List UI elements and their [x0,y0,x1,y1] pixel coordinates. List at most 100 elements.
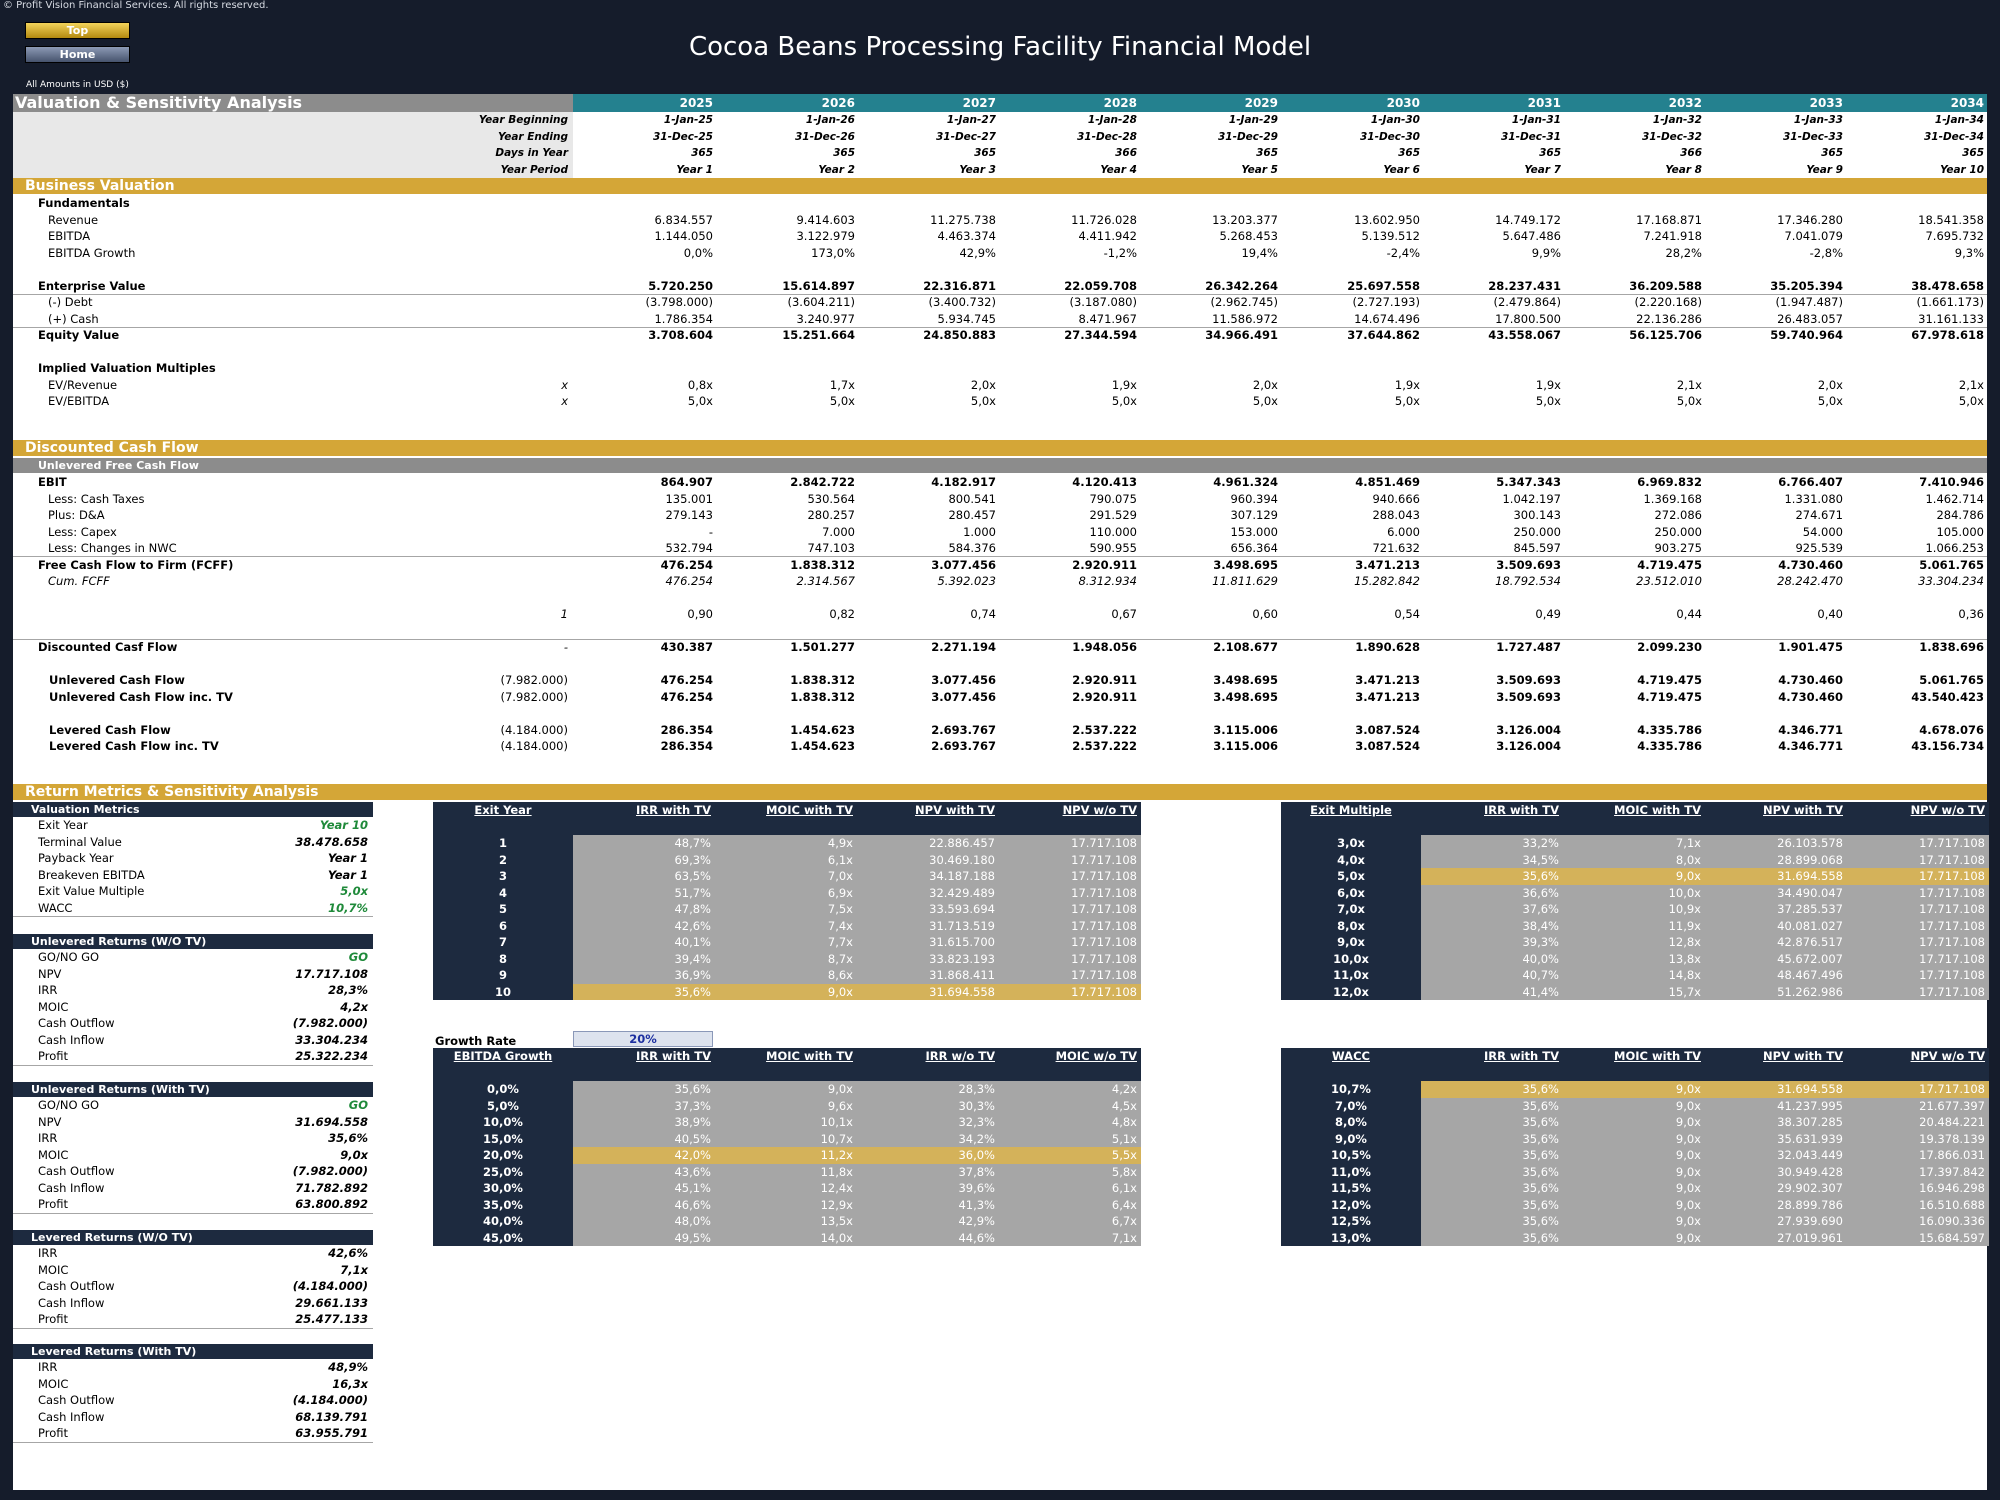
row-value: 28,2% [1665,245,1702,260]
row-value: 17.168.871 [1636,212,1702,227]
table-cell: 17.717.108 [1071,869,1137,883]
table-header[interactable]: Exit Year [474,803,532,817]
row-label: Levered Cash Flow [49,722,171,737]
row-value: 7.041.079 [1784,229,1843,243]
row-value: 4.719.475 [1637,689,1702,704]
row-value: 2,1x [1958,377,1984,392]
section-title-bar [13,94,573,112]
timeline-cell: 31-Dec-30 [1359,130,1420,143]
table-cell: 7,5x [827,902,853,916]
row-value: 153.000 [1230,524,1278,539]
table-cell: 31.713.519 [929,918,995,933]
row-value: 530.564 [807,491,855,506]
panel-value: 7,1x [340,1262,368,1277]
row-value: 7.695.732 [1925,229,1984,243]
home-button[interactable]: Home [25,46,130,63]
table-cell: 17.717.108 [1071,935,1137,949]
table-header[interactable]: IRR with TV [636,1049,711,1063]
table-header[interactable]: WACC [1332,1049,1370,1063]
row-value: 34.966.491 [1205,328,1278,342]
table-cell: 51,7% [674,885,711,900]
row-value: 960.394 [1230,491,1278,506]
table-header[interactable]: NPV with TV [1763,803,1843,817]
table-cell: 51.262.986 [1777,984,1843,999]
table-cell: 35,6% [1522,1164,1559,1179]
table-header[interactable]: IRR with TV [636,803,711,817]
table-cell: 27.019.961 [1777,1230,1843,1245]
panel-label: Cash Inflow [38,1295,105,1310]
row-value: 307.129 [1230,508,1278,522]
table-cell: 69,3% [674,852,711,867]
table-highlight-row [1421,1081,1989,1098]
table-header[interactable]: EBITDA Growth [453,1049,553,1063]
table-cell: 4,9x [827,836,853,850]
row-value: 7.241.918 [1643,229,1702,243]
timeline-cell: 1-Jan-27 [946,114,996,126]
row-label: Plus: D&A [48,508,105,522]
year-header-cell: 2030 [1386,96,1420,110]
table-header[interactable]: IRR with TV [1484,803,1559,817]
table-cell: 35,6% [1522,1082,1559,1096]
table-header[interactable]: MOIC with TV [766,1049,853,1063]
table-cell: 35,6% [1522,869,1559,883]
table-cell: 28,3% [958,1082,995,1096]
table-header[interactable]: IRR w/o TV [925,1049,995,1063]
table-cell: 4,0x [1337,852,1365,867]
table-header[interactable]: NPV with TV [915,803,995,817]
row-value: 22.136.286 [1636,311,1702,326]
row-value: 3.115.006 [1213,739,1278,753]
table-header[interactable]: MOIC w/o TV [1055,1049,1137,1063]
row-value: 3.077.456 [931,557,996,572]
row-value: 430.387 [660,640,713,654]
table-highlight-row [573,983,1141,1000]
row-value: 2.920.911 [1072,557,1137,572]
table-header[interactable]: MOIC with TV [766,803,853,817]
row-value: 8.471.967 [1078,311,1137,326]
panel-bottom-rule [13,1064,373,1066]
row-value: 17.800.500 [1495,311,1561,326]
row-value: 4.346.771 [1778,739,1843,753]
row-value: 3.471.213 [1355,689,1420,704]
row-value: 2,0x [1817,377,1843,392]
row-value: 4.346.771 [1778,722,1843,737]
top-button[interactable]: Top [25,22,130,39]
table-header[interactable]: NPV w/o TV [1062,803,1137,817]
row-value: 790.075 [1089,491,1137,506]
panel-value: 28,3% [328,983,368,997]
table-header[interactable]: IRR with TV [1484,1049,1559,1063]
ebitda-growth-sensitivity-table: EBITDA Growth IRR with TV MOIC with TV IRR … [433,1048,1141,1246]
table-cell: 38.307.285 [1777,1115,1843,1129]
table-cell: 12,0x [1333,984,1369,999]
table-cell: 17.717.108 [1919,935,1985,949]
row-value: 2,0x [1252,377,1278,392]
table-header[interactable]: NPV w/o TV [1910,1049,1985,1063]
row-value: (3.187.080) [1069,295,1137,309]
row-value: 4.961.324 [1213,475,1278,489]
table-cell: 10,7% [1331,1082,1371,1096]
row-value: 4.411.942 [1078,229,1137,243]
table-header[interactable]: MOIC with TV [1614,803,1701,817]
row-value: 3.471.213 [1355,673,1420,687]
row-value: 5.061.765 [1919,557,1984,572]
table-header[interactable]: NPV w/o TV [1910,803,1985,817]
panel-value: 42,6% [328,1246,368,1260]
row-value: 43.156.734 [1911,739,1984,753]
row-value: 0,54 [1394,607,1420,621]
table-cell: 34.490.047 [1777,885,1843,900]
table-header[interactable]: Exit Multiple [1310,803,1392,817]
table-cell: 9,0x [1675,1148,1701,1162]
table-cell: 40,0% [483,1214,523,1228]
table-highlight-row [573,1147,1141,1164]
table-header[interactable]: MOIC with TV [1614,1049,1701,1063]
table-cell: 12,9x [820,1197,853,1212]
table-cell: 5,0x [1337,869,1365,883]
row-value: 747.103 [807,541,855,555]
panel-label: MOIC [38,1262,69,1277]
band-returns: Return Metrics & Sensitivity Analysis [13,784,1987,800]
row-value: 1.948.056 [1072,640,1137,654]
table-header[interactable]: NPV with TV [1763,1049,1843,1063]
panel-label: Cash Inflow [38,1032,105,1047]
panel-header: Levered Returns (With TV) [13,1344,373,1359]
table-cell: 15,7x [1668,984,1701,999]
growth-rate-input[interactable]: 20% [573,1031,713,1047]
